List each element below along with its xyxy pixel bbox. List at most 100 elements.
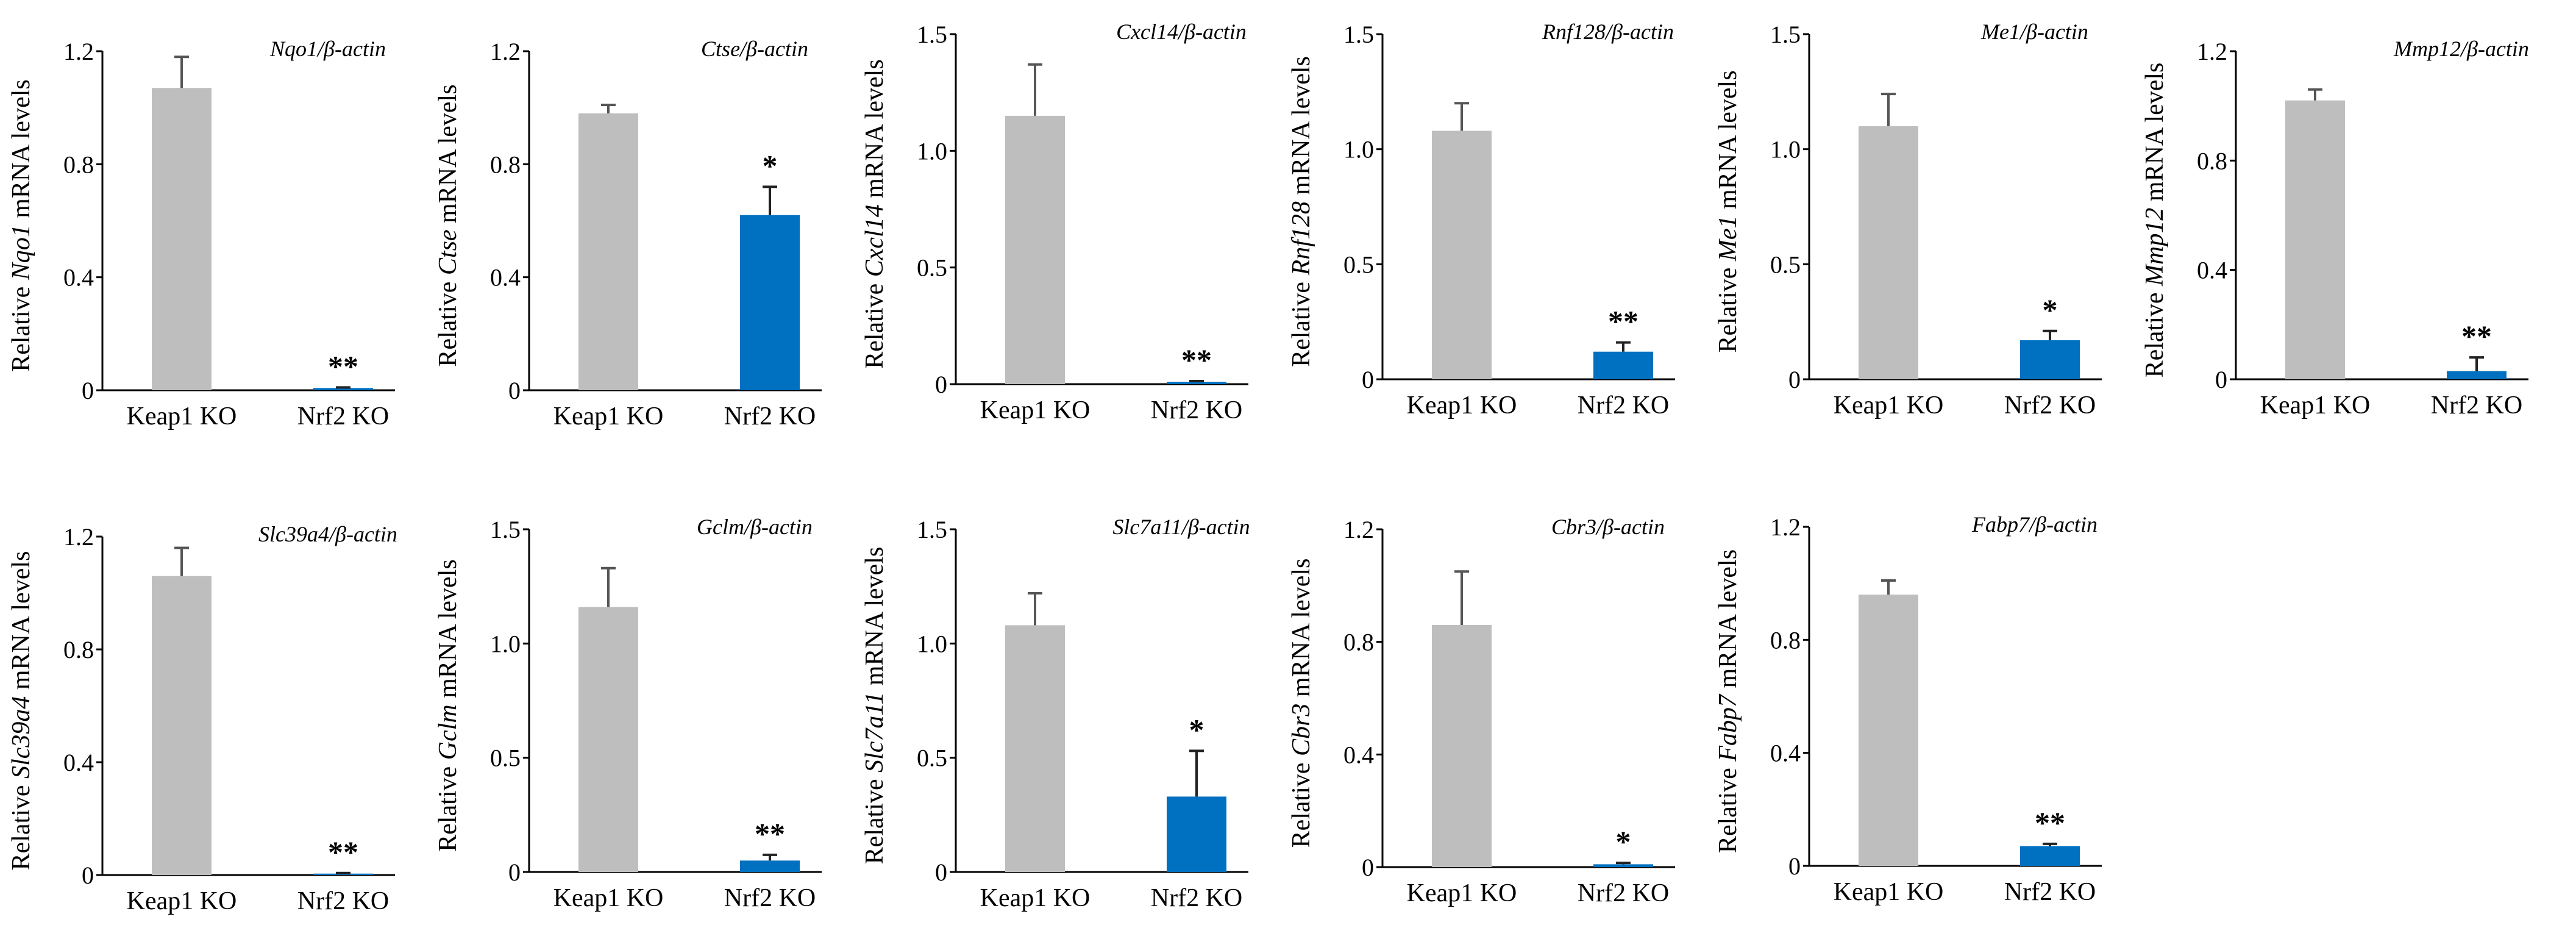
- y-axis-label: Relative Slc7a11 mRNA levels: [861, 547, 889, 865]
- chart-title: Fabp7/β-actin: [1971, 512, 2097, 537]
- category-label: Nrf2 KO: [1578, 391, 1669, 420]
- y-axis-label: Relative Fabp7 mRNA levels: [1714, 549, 1742, 853]
- y-axis-label: Relative Slc39a4 mRNA levels: [7, 551, 35, 871]
- y-tick-label: 1.2: [490, 38, 521, 65]
- y-tick-label: 1.5: [917, 21, 947, 48]
- significance-marker: **: [328, 349, 358, 383]
- category-label: Nrf2 KO: [297, 887, 389, 915]
- category-label: Nrf2 KO: [2431, 391, 2522, 420]
- chart-panel-slc7a11: 0 0.5 1.0 1.5 Relative Slc7a11 mRNA levels Sl…: [861, 515, 1250, 912]
- chart-panel-gclm: 0 0.5 1.0 1.5 Relative Gclm mRNA levels Gclm/…: [434, 515, 822, 912]
- y-tick-label: 0.5: [1770, 251, 1801, 278]
- bar-keap1-ko: [1859, 595, 1918, 866]
- y-tick-label: 0: [82, 377, 94, 404]
- category-label: Keap1 KO: [2260, 391, 2371, 420]
- bar-nrf2-ko: [313, 388, 373, 390]
- chart-title: Mmp12/β-actin: [2393, 37, 2529, 61]
- y-tick-label: 1.2: [2197, 38, 2227, 65]
- category-label: Keap1 KO: [1407, 391, 1517, 420]
- bar-keap1-ko: [1432, 624, 1492, 867]
- y-tick-label: 0.8: [1343, 629, 1374, 656]
- category-label: Keap1 KO: [127, 402, 237, 430]
- significance-marker: *: [1189, 712, 1204, 746]
- category-label: Nrf2 KO: [1151, 884, 1242, 912]
- y-tick-label: 0: [508, 377, 521, 404]
- chart-panel-fabp7: 0 0.4 0.8 1.2 Relative Fabp7 mRNA levels Fabp…: [1714, 512, 2102, 906]
- significance-marker: **: [2035, 806, 2065, 840]
- y-tick-label: 1.5: [917, 516, 947, 543]
- category-label: Keap1 KO: [553, 884, 664, 912]
- y-tick-label: 1.2: [63, 38, 94, 65]
- y-tick-label: 1.0: [1770, 136, 1801, 163]
- chart-title: Rnf128/β-actin: [1542, 20, 1674, 44]
- y-tick-label: 1.0: [917, 137, 947, 165]
- bar-keap1-ko: [1859, 126, 1918, 379]
- chart-title: Ctse/β-actin: [701, 37, 808, 61]
- chart-panel-nqo1: 0 0.4 0.8 1.2 Relative Nqo1 mRNA levels Nqo1/…: [7, 37, 395, 430]
- y-tick-label: 0.8: [2197, 147, 2227, 174]
- y-tick-label: 0: [2215, 366, 2227, 393]
- chart-title: Me1/β-actin: [1980, 20, 2088, 44]
- category-label: Nrf2 KO: [2004, 391, 2096, 420]
- y-tick-label: 1.0: [1343, 136, 1374, 163]
- category-label: Keap1 KO: [127, 887, 237, 915]
- bar-nrf2-ko: [1593, 351, 1653, 379]
- bar-nrf2-ko: [1167, 382, 1226, 384]
- y-tick-label: 1.2: [1343, 516, 1374, 543]
- category-label: Nrf2 KO: [724, 884, 816, 912]
- y-tick-label: 0.4: [2197, 257, 2227, 284]
- y-tick-label: 0.4: [1770, 740, 1801, 767]
- y-tick-label: 0.5: [917, 254, 947, 282]
- y-tick-label: 1.5: [490, 516, 521, 543]
- y-tick-label: 1.0: [490, 630, 521, 657]
- y-tick-label: 0.4: [63, 264, 94, 291]
- bar-nrf2-ko: [1593, 864, 1653, 867]
- chart-title: Nqo1/β-actin: [269, 37, 386, 61]
- significance-marker: *: [763, 148, 778, 182]
- y-tick-label: 0: [508, 859, 521, 886]
- y-axis-label: Relative Mmp12 mRNA levels: [2141, 63, 2169, 378]
- y-tick-label: 1.5: [1770, 21, 1801, 48]
- y-axis-label: Relative Cxcl14 mRNA levels: [861, 59, 889, 368]
- y-tick-label: 1.2: [63, 523, 94, 551]
- chart-panel-ctse: 0 0.4 0.8 1.2 Relative Ctse mRNA levels Ctse/…: [434, 37, 822, 430]
- y-tick-label: 0.5: [490, 745, 521, 772]
- category-label: Keap1 KO: [980, 884, 1091, 912]
- chart-panel-mmp12: 0 0.4 0.8 1.2 Relative Mmp12 mRNA levels Mmp1…: [2141, 37, 2529, 420]
- significance-marker: *: [2043, 293, 2058, 327]
- chart-panel-me1: 0 0.5 1.0 1.5 Relative Me1 mRNA levels Me1/β-…: [1714, 20, 2102, 420]
- y-tick-label: 0: [1788, 852, 1801, 880]
- bar-keap1-ko: [1005, 625, 1065, 872]
- significance-marker: **: [755, 816, 785, 851]
- bar-keap1-ko: [578, 113, 638, 390]
- y-axis-label: Relative Nqo1 mRNA levels: [7, 79, 35, 371]
- category-label: Keap1 KO: [553, 402, 664, 430]
- significance-marker: **: [1608, 304, 1638, 338]
- y-axis-label: Relative Rnf128 mRNA levels: [1287, 56, 1315, 367]
- significance-marker: **: [2461, 319, 2492, 353]
- y-tick-label: 0: [1788, 366, 1801, 393]
- y-tick-label: 0.8: [490, 151, 521, 178]
- chart-panel-slc39a4: 0 0.4 0.8 1.2 Relative Slc39a4 mRNA levels Sl…: [7, 522, 397, 915]
- y-axis-label: Relative Ctse mRNA levels: [434, 84, 462, 366]
- category-label: Keap1 KO: [980, 396, 1091, 424]
- significance-marker: **: [328, 835, 358, 869]
- bar-nrf2-ko: [2447, 371, 2507, 379]
- y-axis-label: Relative Gclm mRNA levels: [434, 559, 462, 851]
- y-tick-label: 0.8: [63, 151, 94, 178]
- category-label: Nrf2 KO: [1151, 396, 1242, 424]
- y-tick-label: 0: [935, 371, 947, 398]
- y-tick-label: 0.4: [490, 264, 521, 291]
- chart-panel-cbr3: 0 0.4 0.8 1.2 Relative Cbr3 mRNA levels Cbr3/…: [1287, 515, 1675, 907]
- category-label: Keap1 KO: [1834, 391, 1944, 420]
- y-tick-label: 1.5: [1343, 21, 1374, 48]
- y-tick-label: 0.5: [917, 745, 947, 772]
- bar-nrf2-ko: [2020, 340, 2080, 379]
- category-label: Nrf2 KO: [724, 402, 816, 430]
- bar-keap1-ko: [2285, 100, 2345, 379]
- y-tick-label: 0.8: [63, 636, 94, 663]
- bar-nrf2-ko: [313, 873, 373, 875]
- chart-title: Slc7a11/β-actin: [1112, 515, 1250, 539]
- bar-nrf2-ko: [740, 215, 800, 390]
